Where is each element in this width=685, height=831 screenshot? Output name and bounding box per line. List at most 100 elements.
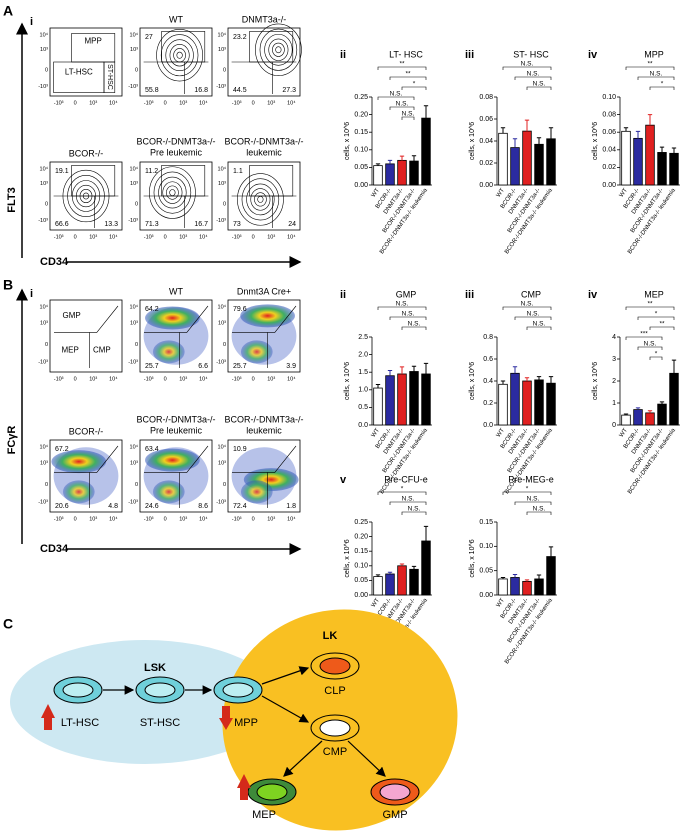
significance-bracket xyxy=(637,346,663,350)
plot-subtitle: Pre leukemic xyxy=(150,147,203,157)
y-tick-label: 0.08 xyxy=(479,94,493,101)
y-tick-label: 0.15 xyxy=(354,548,368,555)
significance-bracket xyxy=(625,66,675,70)
y-tick-label: 10³ xyxy=(130,320,138,326)
x-tick-label: -10³ xyxy=(144,100,154,106)
plot-subtitle: Pre leukemic xyxy=(150,425,203,435)
bar xyxy=(669,372,679,426)
error-bar xyxy=(399,366,405,374)
y-tick-label: 0.00 xyxy=(479,592,493,599)
significance-bracket xyxy=(502,306,552,310)
x-tick-label: -10³ xyxy=(232,516,242,522)
significance-bracket xyxy=(401,326,427,330)
y-tick-label: -10³ xyxy=(38,218,48,224)
x-tick-label: -10³ xyxy=(54,516,64,522)
contour xyxy=(158,176,187,209)
x-tick-label: 10³ xyxy=(89,100,97,106)
gate-value: 71.3 xyxy=(145,221,159,228)
bar xyxy=(546,556,556,596)
y-tick-label: 0.00 xyxy=(479,182,493,189)
y-axis-label: cells, x 10^6 xyxy=(344,362,351,400)
y-tick-label: 10³ xyxy=(218,181,226,187)
cell xyxy=(222,682,254,698)
y-tick-label: 0.10 xyxy=(354,147,368,154)
significance-label: N.S. xyxy=(402,311,415,318)
plot-title: DNMT3a-/- xyxy=(242,14,287,24)
plot-frame xyxy=(49,299,123,373)
significance-label: N.S. xyxy=(527,496,540,503)
contour xyxy=(268,38,289,61)
contour xyxy=(264,33,293,66)
bar xyxy=(546,138,556,186)
density xyxy=(145,306,200,330)
y-tick-label: 10⁴ xyxy=(40,444,49,451)
significance-bracket xyxy=(502,66,552,70)
gate-value: 25.7 xyxy=(145,363,159,370)
density xyxy=(62,480,95,504)
error-bar xyxy=(536,574,542,579)
error-bar xyxy=(411,365,417,372)
error-bar xyxy=(399,155,405,161)
node-label: ST-HSC xyxy=(140,717,180,729)
x-tick-label: 10⁴ xyxy=(199,375,208,382)
gate xyxy=(232,445,297,508)
gate-name: MEP xyxy=(61,346,78,355)
panel-label: ii xyxy=(340,289,346,301)
y-tick-label: 0 xyxy=(135,202,138,208)
gate-value: 23.2 xyxy=(233,34,247,41)
contour xyxy=(241,178,280,221)
x-tick-label: 10³ xyxy=(267,234,275,240)
significance-bracket xyxy=(377,96,415,100)
significance-label: N.S. xyxy=(650,71,663,78)
x-tick-label: 10³ xyxy=(179,234,187,240)
y-tick-label: 0 xyxy=(223,202,226,208)
y-tick-label: 2.0 xyxy=(358,351,368,358)
bar xyxy=(385,163,395,186)
y-tick-label: 3 xyxy=(612,356,616,363)
significance-label: ** xyxy=(647,301,653,308)
gate-value: 55.8 xyxy=(145,87,159,94)
significance-label: N.S. xyxy=(527,71,540,78)
y-tick-label: 0.05 xyxy=(354,164,368,171)
x-tick-label: 0 xyxy=(74,516,77,522)
bar xyxy=(409,160,419,186)
bar xyxy=(421,540,431,596)
y-tick-label: 10³ xyxy=(218,320,226,326)
y-tick-label: 10³ xyxy=(218,460,226,466)
gate-value: 64.2 xyxy=(145,306,159,313)
contour xyxy=(246,183,275,216)
error-bar xyxy=(524,377,530,381)
y-tick-label: 0.02 xyxy=(602,164,616,171)
error-bar xyxy=(536,137,542,145)
bar xyxy=(510,372,520,426)
gate-value: 20.6 xyxy=(55,503,69,510)
y-tick-label: 0.4 xyxy=(483,378,493,385)
gate-value: 19.1 xyxy=(55,168,69,175)
error-bar xyxy=(411,155,417,162)
y-tick-label: 0.25 xyxy=(354,519,368,526)
error-bar xyxy=(536,376,542,380)
bar xyxy=(645,412,655,426)
gate-name: GMP xyxy=(62,311,80,320)
chart-title: Pre-MEG-e xyxy=(508,474,554,484)
axis-label: CD34 xyxy=(40,256,69,268)
gate-value: 10.9 xyxy=(233,446,247,453)
x-tick-label: WT xyxy=(619,427,629,438)
x-tick-label: -10³ xyxy=(144,234,154,240)
y-tick-label: 0 xyxy=(223,342,226,348)
bar xyxy=(621,414,631,426)
x-tick-label: 10⁴ xyxy=(287,233,296,240)
gate-name: MPP xyxy=(85,37,102,46)
significance-bracket xyxy=(637,316,675,320)
down-arrow-icon xyxy=(219,706,233,730)
bar xyxy=(397,373,407,426)
y-tick-label: 0.02 xyxy=(479,160,493,167)
x-tick-label: 0 xyxy=(164,234,167,240)
y-tick-label: 10³ xyxy=(40,460,48,466)
x-tick-label: WT xyxy=(496,427,506,438)
x-tick-label: 0 xyxy=(252,234,255,240)
contour xyxy=(254,192,267,207)
error-bar xyxy=(623,413,629,416)
x-tick-label: WT xyxy=(371,597,381,608)
x-tick-label: 0 xyxy=(74,234,77,240)
